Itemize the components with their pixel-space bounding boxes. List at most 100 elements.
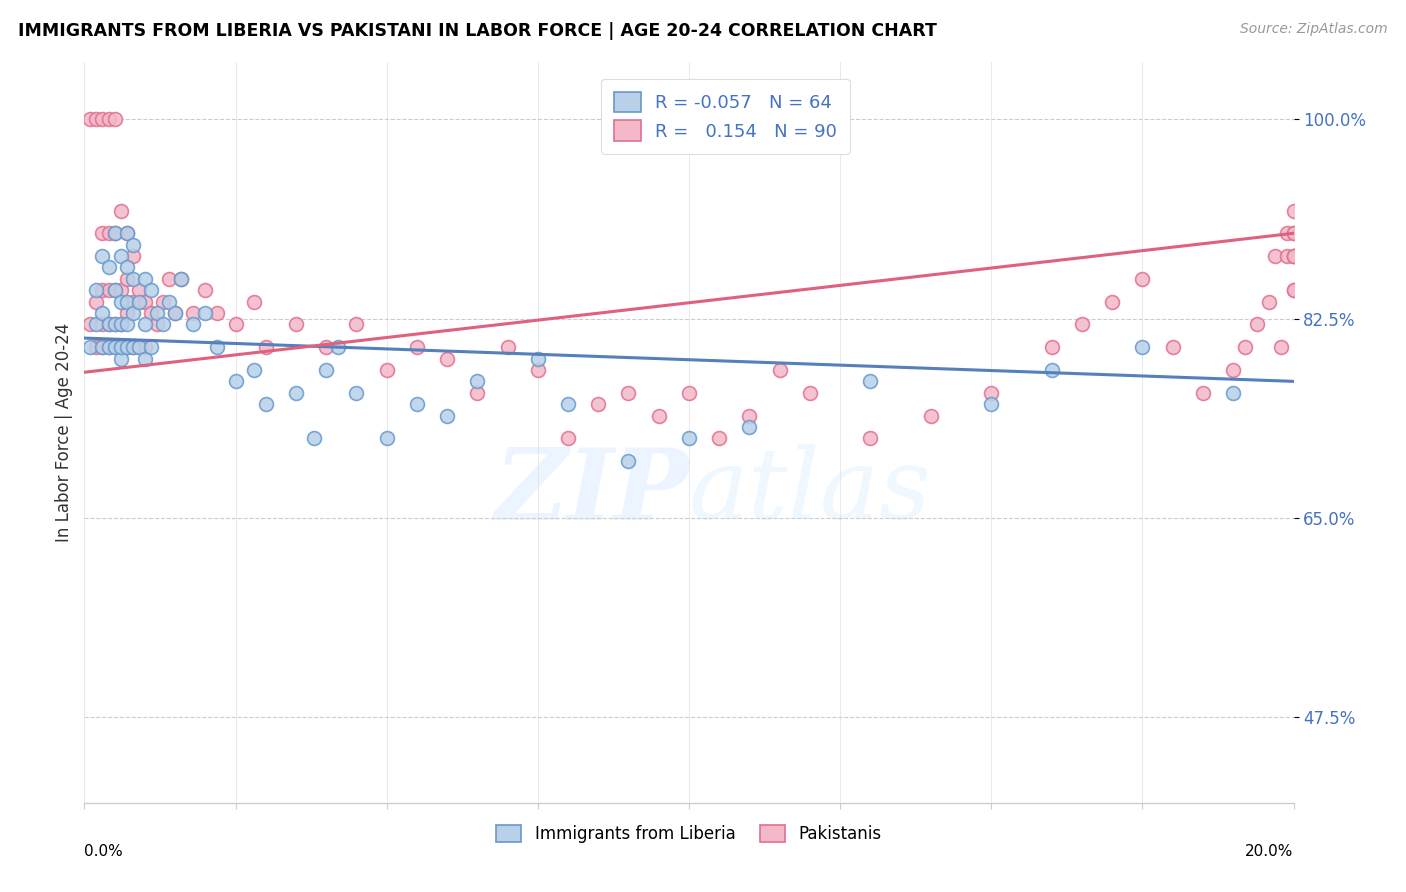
Point	[134, 340, 156, 354]
Point	[128, 340, 150, 354]
Point	[139, 283, 162, 297]
Legend: Immigrants from Liberia, Pakistanis: Immigrants from Liberia, Pakistanis	[489, 819, 889, 850]
Point	[115, 227, 138, 241]
Point	[79, 112, 101, 127]
Text: 0.0%: 0.0%	[84, 844, 124, 858]
Point	[110, 351, 132, 366]
Point	[146, 318, 169, 332]
Point	[110, 283, 132, 297]
Point	[1222, 363, 1244, 377]
Point	[315, 363, 337, 377]
Point	[104, 112, 127, 127]
Point	[115, 227, 138, 241]
Point	[254, 340, 277, 354]
Point	[1282, 283, 1305, 297]
Point	[1264, 249, 1286, 263]
Point	[920, 409, 942, 423]
Point	[207, 340, 229, 354]
Point	[1282, 249, 1305, 263]
Point	[104, 340, 127, 354]
Point	[980, 385, 1002, 400]
Text: 20.0%: 20.0%	[1246, 844, 1294, 858]
Point	[617, 454, 640, 468]
Point	[139, 340, 162, 354]
Point	[165, 306, 187, 320]
Point	[467, 385, 489, 400]
Point	[1282, 249, 1305, 263]
Point	[104, 340, 127, 354]
Point	[557, 397, 579, 411]
Point	[648, 409, 671, 423]
Point	[375, 431, 398, 445]
Text: atlas: atlas	[689, 444, 932, 540]
Point	[1161, 340, 1184, 354]
Text: ZIP: ZIP	[494, 443, 689, 540]
Point	[86, 318, 108, 332]
Text: IMMIGRANTS FROM LIBERIA VS PAKISTANI IN LABOR FORCE | AGE 20-24 CORRELATION CHAR: IMMIGRANTS FROM LIBERIA VS PAKISTANI IN …	[18, 22, 938, 40]
Point	[128, 283, 150, 297]
Point	[436, 351, 458, 366]
Point	[121, 237, 143, 252]
Point	[346, 385, 368, 400]
Point	[678, 431, 700, 445]
Point	[115, 294, 138, 309]
Point	[328, 340, 350, 354]
Point	[527, 351, 550, 366]
Point	[121, 340, 143, 354]
Point	[91, 227, 114, 241]
Point	[91, 112, 114, 127]
Point	[1192, 385, 1215, 400]
Point	[859, 431, 882, 445]
Point	[1282, 249, 1305, 263]
Point	[104, 227, 127, 241]
Point	[375, 363, 398, 377]
Point	[121, 294, 143, 309]
Point	[157, 272, 180, 286]
Point	[1282, 203, 1305, 218]
Point	[225, 375, 247, 389]
Point	[406, 397, 429, 411]
Point	[134, 294, 156, 309]
Point	[678, 385, 700, 400]
Point	[1282, 283, 1305, 297]
Point	[104, 283, 127, 297]
Point	[1258, 294, 1281, 309]
Point	[859, 375, 882, 389]
Point	[91, 340, 114, 354]
Point	[738, 420, 761, 434]
Point	[242, 363, 264, 377]
Point	[1270, 340, 1292, 354]
Point	[207, 306, 229, 320]
Point	[315, 340, 337, 354]
Point	[467, 375, 489, 389]
Point	[1234, 340, 1257, 354]
Point	[527, 363, 550, 377]
Point	[86, 283, 108, 297]
Point	[799, 385, 821, 400]
Point	[1246, 318, 1268, 332]
Point	[496, 340, 519, 354]
Point	[181, 318, 204, 332]
Point	[97, 318, 120, 332]
Point	[115, 306, 138, 320]
Point	[115, 340, 138, 354]
Point	[97, 112, 120, 127]
Point	[91, 306, 114, 320]
Point	[110, 340, 132, 354]
Point	[1130, 272, 1153, 286]
Point	[97, 340, 120, 354]
Point	[97, 260, 120, 275]
Point	[86, 294, 108, 309]
Point	[557, 431, 579, 445]
Point	[1101, 294, 1123, 309]
Point	[1277, 249, 1299, 263]
Point	[79, 340, 101, 354]
Point	[709, 431, 731, 445]
Point	[170, 272, 193, 286]
Point	[406, 340, 429, 354]
Point	[134, 318, 156, 332]
Point	[115, 260, 138, 275]
Point	[1130, 340, 1153, 354]
Point	[91, 249, 114, 263]
Point	[115, 340, 138, 354]
